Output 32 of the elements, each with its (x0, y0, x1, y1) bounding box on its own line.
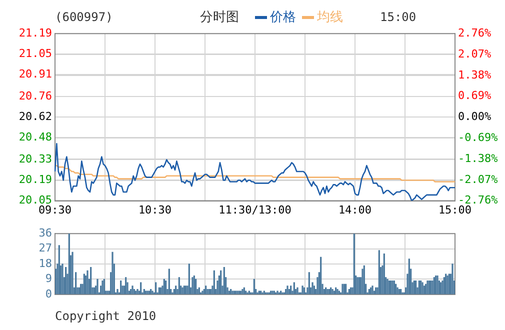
chart-subtitle: 分时图 (200, 9, 239, 26)
y-tick-label: 27 (38, 242, 52, 255)
y-tick-label: 20.91 (18, 68, 52, 81)
y2-tick-label: -1.38% (458, 152, 498, 165)
y2-tick-label: -0.69% (458, 130, 498, 144)
legend-label: 均线 (317, 9, 343, 26)
x-tick-label: 15:00 (438, 203, 472, 216)
text: 15:00 (380, 10, 416, 24)
y2-tick-label: 2.07% (458, 47, 492, 60)
y-tick-label: 18 (38, 256, 52, 270)
x-tick-label: 14:00 (338, 203, 372, 216)
y-tick-label: 36 (38, 226, 52, 240)
y-tick-label: 20.19 (18, 173, 52, 186)
y2-tick-label: -2.07% (458, 172, 498, 186)
y-tick-label: 20.62 (18, 110, 52, 124)
text: Copyright 2010 (55, 309, 156, 323)
y-tick-label: 21.19 (18, 26, 52, 40)
chart-title: (600997) (55, 10, 113, 24)
legend-label: 价格 (270, 9, 296, 26)
y-tick-label: 0 (45, 287, 52, 300)
y-tick-label: 20.76 (18, 90, 52, 103)
y-tick-label: 20.48 (18, 130, 52, 144)
x-tick-label: 11:30/13:00 (218, 203, 292, 216)
x-tick-label: 09:30 (38, 203, 72, 216)
y2-tick-label: 0.00% (458, 110, 492, 124)
y-tick-label: 20.33 (18, 152, 52, 166)
y-tick-label: 21.05 (18, 46, 52, 60)
y-tick-label: 9 (45, 272, 52, 286)
x-tick-label: 10:30 (138, 203, 172, 216)
y2-tick-label: 0.69% (458, 89, 492, 102)
y2-tick-label: 2.76% (458, 26, 492, 40)
y2-tick-label: 1.38% (458, 68, 492, 82)
